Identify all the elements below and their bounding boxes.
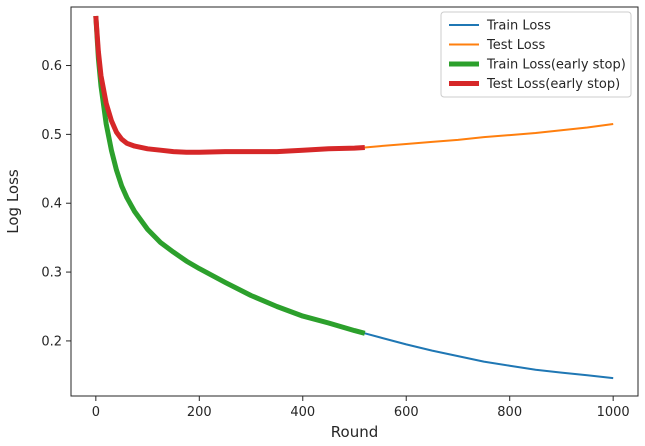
legend-label: Train Loss(early stop) xyxy=(486,58,626,73)
y-axis-ticks: 0.2 0.3 0.4 0.5 0.6 xyxy=(41,59,71,349)
x-tick-label: 800 xyxy=(497,405,522,420)
legend-label: Test Loss xyxy=(486,38,545,53)
legend-label: Train Loss xyxy=(486,19,551,34)
y-tick-label: 0.3 xyxy=(41,266,62,281)
series-line-2 xyxy=(93,15,366,336)
y-axis-label: Log Loss xyxy=(4,169,22,234)
x-tick-label: 400 xyxy=(290,405,315,420)
x-tick-label: 0 xyxy=(92,405,100,420)
x-tick-label: 600 xyxy=(394,405,419,420)
x-axis-ticks: 0 200 400 600 800 1000 xyxy=(92,396,630,420)
y-tick-label: 0.6 xyxy=(41,59,62,74)
legend-label: Test Loss(early stop) xyxy=(486,77,620,92)
y-tick-label: 0.2 xyxy=(41,334,62,349)
x-tick-label: 1000 xyxy=(597,405,630,420)
legend: Train Loss Test Loss Train Loss(early stop… xyxy=(440,11,632,98)
y-tick-label: 0.5 xyxy=(41,128,62,143)
x-tick-label: 200 xyxy=(187,405,212,420)
plot-frame xyxy=(70,6,639,397)
y-tick-label: 0.4 xyxy=(41,197,62,212)
x-axis-label: Round xyxy=(331,423,378,441)
series-line-3 xyxy=(93,15,365,155)
legend-box xyxy=(440,11,632,98)
series-layer xyxy=(93,15,614,380)
